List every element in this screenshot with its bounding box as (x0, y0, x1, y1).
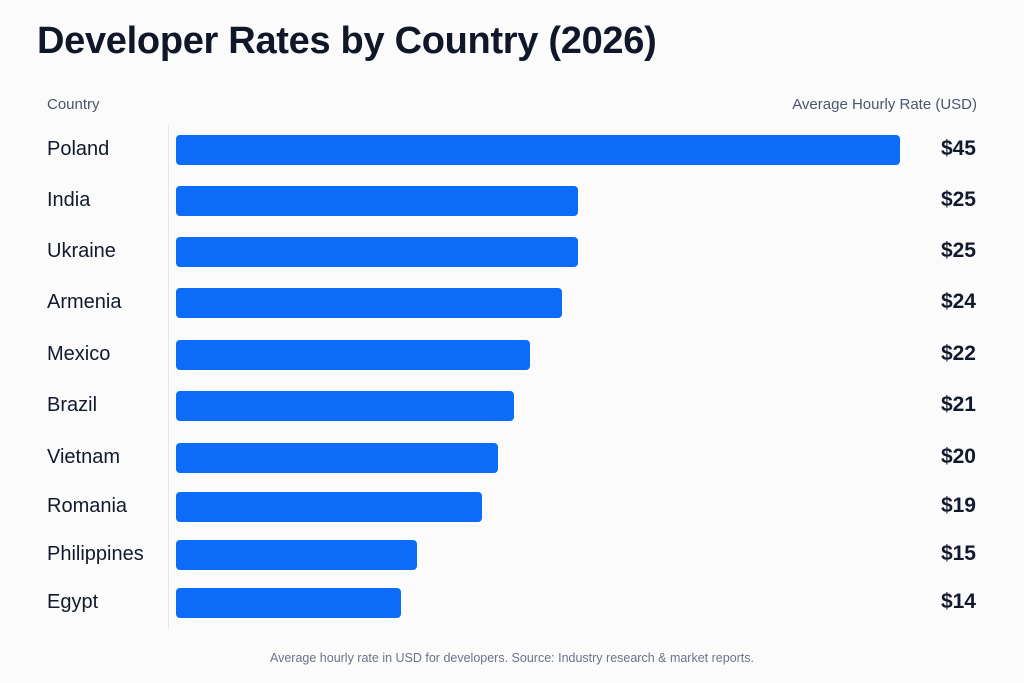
category-label: Poland (47, 138, 110, 160)
category-label: India (47, 189, 91, 211)
bar (176, 443, 498, 473)
bar-row: Egypt $14 (0, 583, 1024, 623)
value-label: $22 (940, 342, 976, 365)
bar (176, 391, 514, 421)
category-label: Philippines (47, 543, 144, 565)
bar-row: India $25 (0, 181, 1024, 221)
chart-title: Developer Rates by Country (2026) (37, 20, 657, 62)
bar (176, 186, 579, 216)
value-label: $14 (940, 590, 976, 613)
bar (176, 135, 900, 165)
category-axis-label: Country (47, 96, 100, 113)
chart-footnote: Average hourly rate in USD for developer… (269, 651, 754, 665)
value-label: $45 (940, 137, 976, 160)
axis-divider (168, 125, 169, 628)
bar-row: Armenia $24 (0, 283, 1024, 323)
bar (176, 288, 563, 318)
bar-row: Romania $19 (0, 487, 1024, 527)
category-label: Brazil (47, 394, 98, 416)
value-label: $20 (940, 445, 976, 468)
bar-row: Ukraine $25 (0, 232, 1024, 272)
bar-row: Brazil $21 (0, 386, 1024, 426)
value-label: $25 (940, 188, 976, 211)
bar-row: Poland $45 (0, 130, 1024, 170)
bar (176, 588, 402, 618)
value-label: $21 (940, 393, 976, 416)
bar (176, 237, 579, 267)
category-label: Vietnam (47, 446, 121, 468)
value-label: $19 (940, 494, 976, 517)
bar-row: Philippines $15 (0, 535, 1024, 575)
bar (176, 492, 482, 522)
bar-row: Vietnam $20 (0, 438, 1024, 478)
bar-row: Mexico $22 (0, 335, 1024, 375)
category-label: Egypt (47, 591, 99, 613)
value-label: $24 (940, 290, 976, 313)
category-label: Armenia (47, 291, 122, 313)
bar (176, 340, 530, 370)
category-label: Ukraine (47, 240, 116, 262)
bar (176, 540, 418, 570)
value-label: $25 (940, 239, 976, 262)
category-label: Mexico (47, 343, 111, 365)
category-label: Romania (47, 495, 128, 517)
value-axis-label: Average Hourly Rate (USD) (792, 96, 977, 113)
value-label: $15 (940, 542, 976, 565)
